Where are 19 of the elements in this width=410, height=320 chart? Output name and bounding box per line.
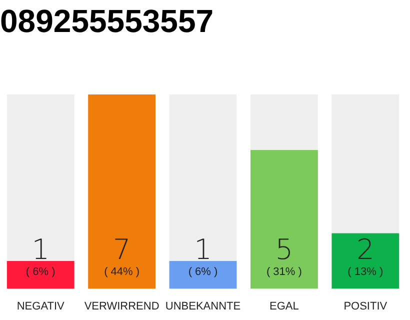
data-label: 1 xyxy=(194,232,212,266)
data-label: 1 xyxy=(32,232,50,266)
x-tick-label: VERWIRREND xyxy=(84,300,160,312)
annotation: ( 6% ) xyxy=(26,266,56,278)
x-tick-label: POSITIV xyxy=(344,300,388,312)
data-label: 2 xyxy=(356,232,374,266)
data-label: 7 xyxy=(112,232,131,266)
annotation: ( 6% ) xyxy=(188,266,218,278)
annotation: ( 31% ) xyxy=(266,266,302,278)
bar xyxy=(169,261,237,289)
bar xyxy=(332,233,400,289)
data-label: 5 xyxy=(275,232,294,266)
bar xyxy=(6,261,74,289)
annotation: ( 13% ) xyxy=(348,266,384,278)
x-tick-label: EGAL xyxy=(270,300,299,312)
x-tick-label: NEGATIV xyxy=(16,300,65,312)
x-tick-label: UNBEKANNTE xyxy=(165,300,241,312)
chart-title: 089255553557 xyxy=(0,3,214,40)
annotation: ( 44% ) xyxy=(104,266,140,278)
